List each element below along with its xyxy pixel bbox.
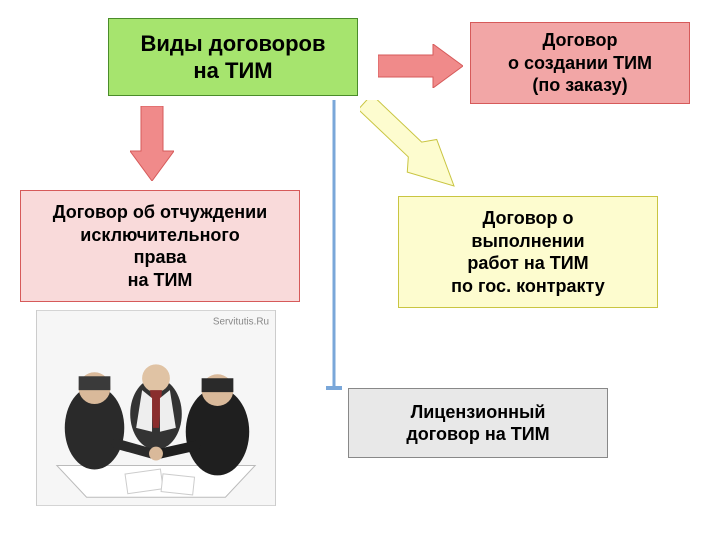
meeting-illustration-icon: Servitutis.Ru xyxy=(37,310,275,506)
arrow-line-down-icon xyxy=(324,100,344,396)
meeting-image: Servitutis.Ru xyxy=(36,310,276,506)
works-contract-box: Договор овыполненииработ на ТИМпо гос. к… xyxy=(398,196,658,308)
arrow-down-icon xyxy=(130,106,174,181)
creation-contract-box: Договоро создании ТИМ(по заказу) xyxy=(470,22,690,104)
svg-text:Servitutis.Ru: Servitutis.Ru xyxy=(213,317,269,328)
creation-contract-text: Договоро создании ТИМ(по заказу) xyxy=(508,29,652,97)
license-contract-box: Лицензионныйдоговор на ТИМ xyxy=(348,388,608,458)
works-contract-text: Договор овыполненииработ на ТИМпо гос. к… xyxy=(451,207,605,297)
alienation-contract-text: Договор об отчужденииисключительногоправ… xyxy=(53,201,267,291)
alienation-contract-box: Договор об отчужденииисключительногоправ… xyxy=(20,190,300,302)
arrow-diagonal-icon xyxy=(360,100,460,190)
title-box: Виды договоровна ТИМ xyxy=(108,18,358,96)
license-contract-text: Лицензионныйдоговор на ТИМ xyxy=(406,401,549,446)
title-text: Виды договоровна ТИМ xyxy=(140,30,325,85)
arrow-right-icon xyxy=(378,44,463,88)
